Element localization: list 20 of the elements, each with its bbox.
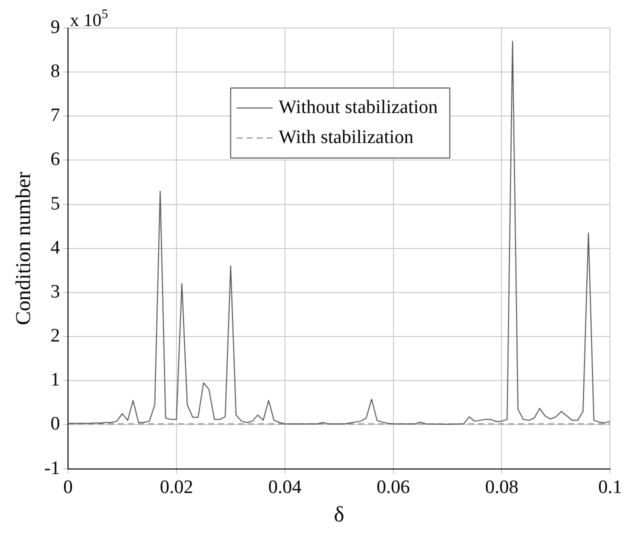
x-tick-label: 0.04 [268,477,302,498]
y-tick-label: 9 [50,16,60,38]
y-tick-label: 3 [50,281,60,302]
y-axis-title: Condition number [11,172,36,326]
x-tick-label: 0.06 [376,477,410,498]
y-tick-label: 1 [50,370,60,391]
y-tick-label: 8 [50,61,60,82]
y-tick-label: 5 [50,193,60,214]
x-tick-label: 0.1 [598,477,622,498]
y-tick-label: 6 [50,149,60,170]
x-axis-title: δ [334,502,344,527]
y-tick-label: -1 [44,458,60,479]
legend-label: Without stabilization [278,96,438,118]
y-tick-label: 4 [50,237,61,258]
y-tick-label: 7 [50,105,60,126]
x-tick-label: 0.08 [485,477,518,498]
y-tick-label: 2 [50,326,60,347]
legend-label: With stabilization [278,126,414,148]
x-tick-label: 0.02 [160,477,194,498]
y-tick-label: 0 [50,414,60,435]
